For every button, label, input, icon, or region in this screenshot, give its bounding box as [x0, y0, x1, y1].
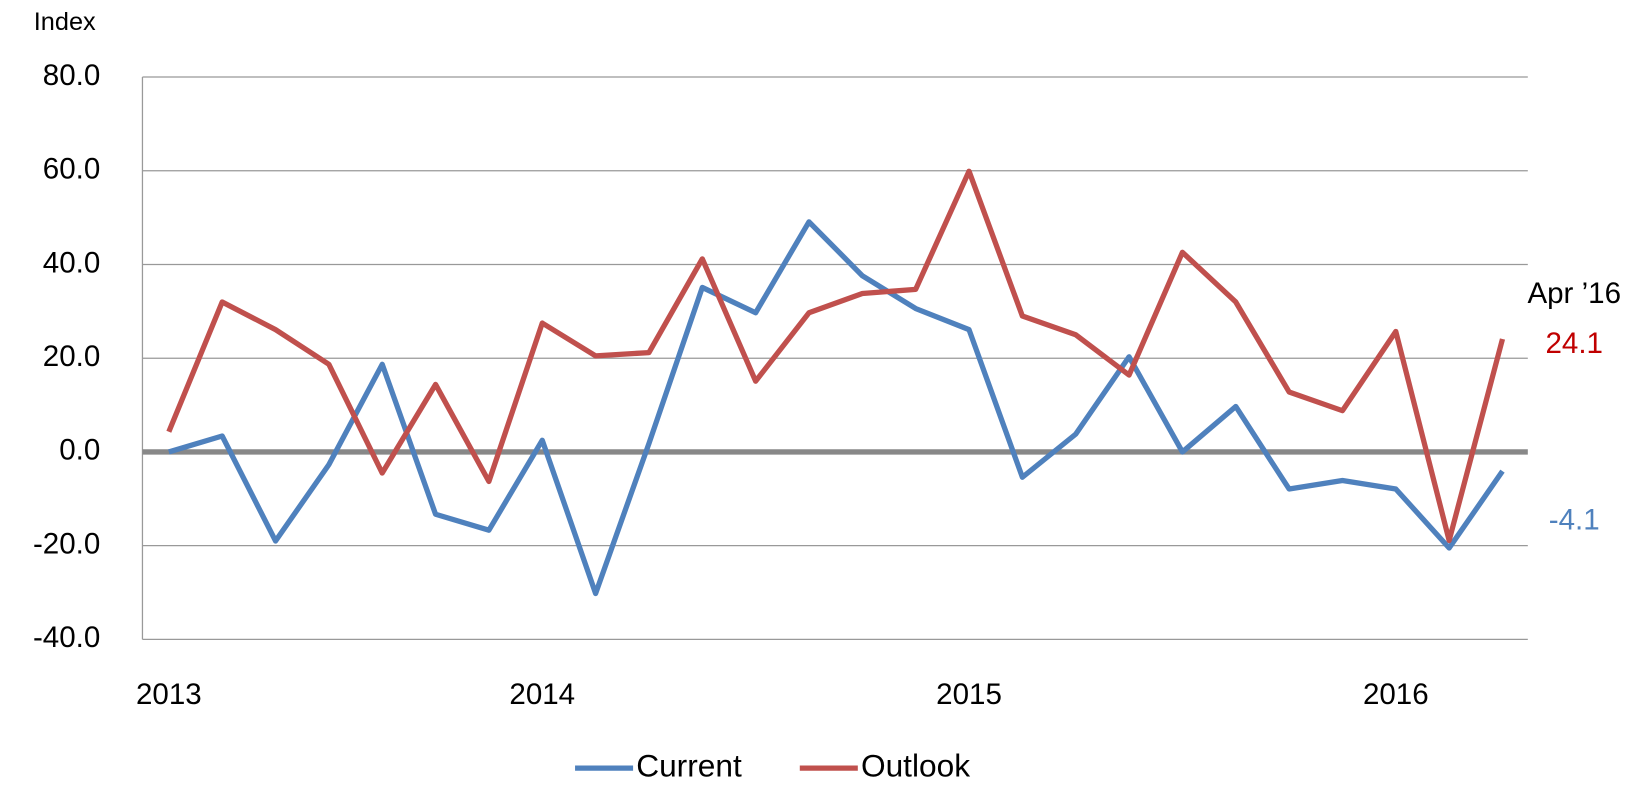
- x-tick-label: 2016: [1363, 678, 1429, 711]
- legend-label: Current: [636, 747, 742, 783]
- legend-label: Outlook: [861, 747, 970, 783]
- y-tick-label: 20.0: [43, 340, 100, 373]
- annotation: Apr ’16: [1527, 277, 1621, 310]
- series-line: [168, 219, 1505, 597]
- x-tick-label: 2015: [936, 678, 1002, 711]
- x-tick-label: 2013: [136, 678, 202, 711]
- y-tick-label: 60.0: [43, 153, 100, 186]
- y-tick-label: 80.0: [43, 59, 100, 92]
- end-value-label: -4.1: [1549, 504, 1600, 537]
- y-tick-label: 40.0: [43, 246, 100, 279]
- y-tick-label: 0.0: [59, 434, 100, 467]
- y-tick-label: -40.0: [33, 621, 100, 654]
- y-tick-label: -20.0: [33, 527, 100, 560]
- end-value-label: 24.1: [1545, 327, 1602, 360]
- y-axis-label: Index: [34, 8, 96, 36]
- x-tick-label: 2014: [509, 678, 575, 711]
- series-line: [166, 168, 1506, 544]
